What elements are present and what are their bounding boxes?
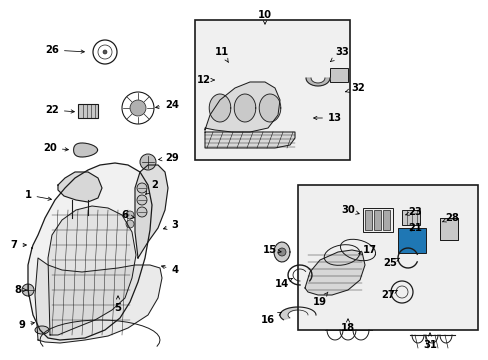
Circle shape: [130, 100, 146, 116]
Text: 30: 30: [341, 205, 359, 215]
Text: 29: 29: [158, 153, 179, 163]
Polygon shape: [74, 143, 98, 157]
Text: 4: 4: [161, 265, 178, 275]
Circle shape: [406, 229, 412, 235]
Text: 15: 15: [263, 245, 281, 255]
Polygon shape: [340, 239, 375, 261]
Text: 23: 23: [405, 207, 421, 217]
Ellipse shape: [35, 326, 49, 334]
Polygon shape: [305, 250, 364, 295]
Text: 13: 13: [313, 113, 341, 123]
Text: 6: 6: [121, 210, 134, 220]
Text: 19: 19: [312, 292, 327, 307]
Text: 3: 3: [163, 220, 178, 230]
Text: 24: 24: [155, 100, 179, 110]
Circle shape: [406, 237, 412, 243]
Bar: [401, 210, 419, 225]
Text: 22: 22: [45, 105, 74, 115]
Text: 9: 9: [19, 320, 34, 330]
Text: 28: 28: [441, 213, 458, 223]
Bar: [373, 210, 380, 230]
Text: 2: 2: [145, 180, 158, 194]
Text: 25: 25: [382, 258, 399, 268]
Circle shape: [137, 183, 147, 193]
Polygon shape: [259, 94, 280, 122]
Text: 12: 12: [197, 75, 214, 85]
Text: 33: 33: [330, 47, 348, 62]
Circle shape: [22, 284, 34, 296]
Circle shape: [137, 207, 147, 217]
Circle shape: [414, 245, 420, 251]
Circle shape: [126, 211, 134, 219]
Bar: [439, 218, 457, 240]
Polygon shape: [48, 206, 136, 335]
Polygon shape: [274, 242, 289, 262]
Text: 8: 8: [15, 285, 27, 295]
Text: 16: 16: [261, 312, 281, 325]
Circle shape: [140, 154, 156, 170]
Text: 7: 7: [11, 240, 26, 250]
Text: 18: 18: [340, 319, 354, 333]
Polygon shape: [204, 82, 280, 132]
Polygon shape: [28, 163, 152, 340]
Circle shape: [398, 237, 404, 243]
Text: 1: 1: [24, 190, 51, 201]
Circle shape: [278, 248, 285, 256]
Circle shape: [126, 220, 134, 228]
Circle shape: [137, 195, 147, 205]
Bar: [78, 104, 98, 118]
Polygon shape: [305, 78, 329, 86]
Text: 26: 26: [45, 45, 84, 55]
Bar: [397, 228, 425, 253]
Text: 5: 5: [114, 296, 121, 313]
Bar: [329, 68, 347, 82]
Text: 17: 17: [358, 245, 376, 255]
Text: 27: 27: [380, 290, 397, 300]
Text: 20: 20: [43, 143, 68, 153]
Bar: [382, 210, 389, 230]
Bar: [195, 20, 349, 160]
Text: 10: 10: [258, 10, 271, 24]
Circle shape: [414, 229, 420, 235]
Text: 21: 21: [407, 223, 421, 233]
Circle shape: [103, 50, 107, 54]
Bar: [362, 208, 392, 232]
Bar: [297, 185, 477, 330]
Polygon shape: [324, 245, 359, 265]
Polygon shape: [209, 94, 230, 122]
Circle shape: [398, 245, 404, 251]
Polygon shape: [234, 94, 255, 122]
Text: 11: 11: [214, 47, 229, 62]
Bar: [364, 210, 371, 230]
Polygon shape: [135, 165, 168, 258]
Text: 31: 31: [422, 333, 436, 350]
Text: 32: 32: [345, 83, 364, 93]
Circle shape: [406, 245, 412, 251]
Circle shape: [398, 229, 404, 235]
Polygon shape: [58, 172, 102, 202]
Circle shape: [414, 237, 420, 243]
Text: 14: 14: [274, 278, 292, 289]
Polygon shape: [204, 132, 294, 148]
Polygon shape: [35, 258, 162, 343]
Polygon shape: [280, 307, 315, 320]
Bar: [439, 218, 457, 240]
